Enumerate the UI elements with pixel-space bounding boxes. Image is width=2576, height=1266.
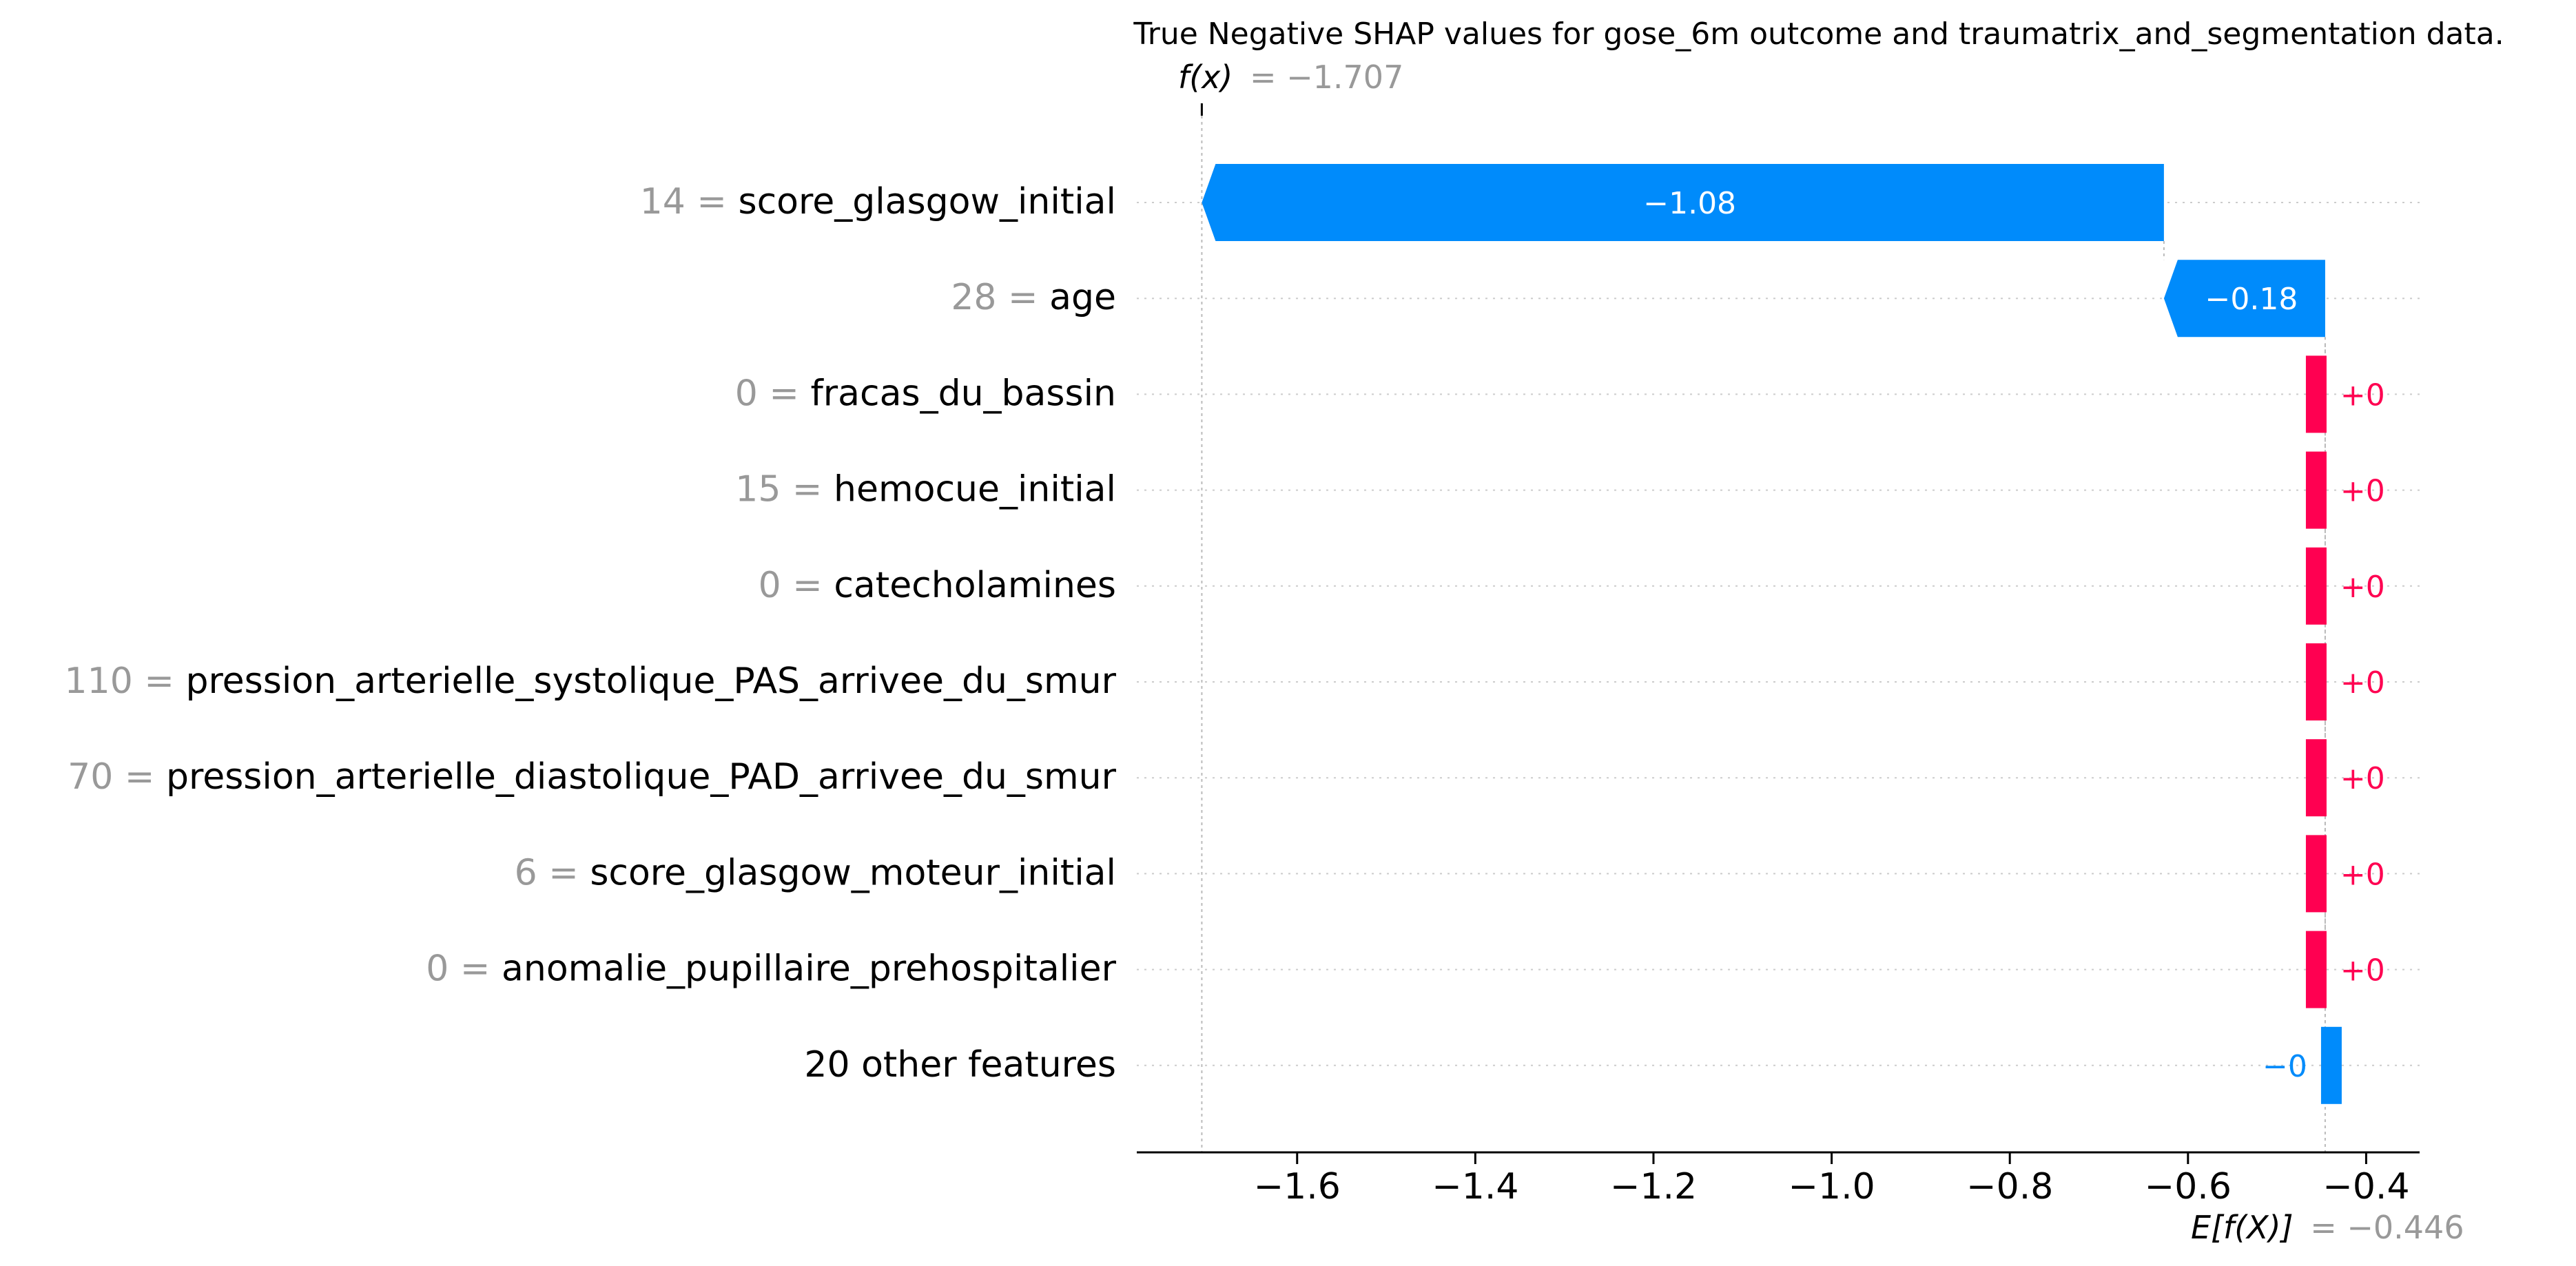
x-tick-label: −1.2 bbox=[1610, 1166, 1697, 1207]
ex-value: = −0.446 bbox=[2310, 1209, 2464, 1246]
feature-name: score_glasgow_initial bbox=[739, 181, 1117, 222]
feature-name: score_glasgow_moteur_initial bbox=[590, 852, 1116, 893]
bar-label: −0.18 bbox=[2205, 282, 2298, 317]
x-tick-label: −1.4 bbox=[1432, 1166, 1518, 1207]
feature-name: catecholamines bbox=[834, 565, 1116, 606]
x-tick-label: −0.8 bbox=[1966, 1166, 2053, 1207]
bar-score_glasgow_initial bbox=[1202, 164, 2164, 241]
feature-label: 20 other features bbox=[804, 1044, 1116, 1086]
feature-name: pression_arterielle_systolique_PAS_arriv… bbox=[185, 661, 1116, 702]
x-axis-ticks: −1.6 −1.4 −1.2 −1.0 −0.8 −0.6 −0.4 bbox=[1254, 1152, 2410, 1207]
feature-label: 0 = catecholamines bbox=[759, 565, 1116, 606]
bar-label: +0 bbox=[2340, 761, 2385, 796]
feature-label: 6 = score_glasgow_moteur_initial bbox=[515, 852, 1116, 893]
ex-label: E[f(X)] bbox=[2191, 1209, 2294, 1246]
fx-label: f(x) bbox=[1178, 59, 1233, 96]
bar-fracas_du_bassin bbox=[2305, 355, 2327, 433]
bar-pression_arterielle_systolique_PAS_arrivee_du_smur bbox=[2305, 643, 2327, 720]
feature-value: 0 = bbox=[759, 565, 834, 606]
feature-value: 0 = bbox=[426, 948, 502, 990]
feature-value: 70 = bbox=[68, 756, 166, 798]
feature-name: anomalie_pupillaire_prehospitalier bbox=[502, 948, 1117, 990]
chart-title: True Negative SHAP values for gose_6m ou… bbox=[1133, 17, 2504, 52]
bar-label: +0 bbox=[2340, 665, 2385, 701]
feature-name: 20 other features bbox=[804, 1044, 1116, 1086]
feature-label: 15 = hemocue_initial bbox=[735, 469, 1116, 510]
bar-hemocue_initial bbox=[2305, 451, 2327, 529]
feature-label: 110 = pression_arterielle_systolique_PAS… bbox=[65, 661, 1117, 702]
x-tick-label: −0.6 bbox=[2145, 1166, 2232, 1207]
bar-anomalie_pupillaire_prehospitalier bbox=[2305, 931, 2327, 1008]
bar-label: +0 bbox=[2340, 857, 2385, 892]
feature-value: 110 = bbox=[65, 661, 186, 702]
bar-score_glasgow_moteur_initial bbox=[2305, 835, 2327, 913]
bar-catecholamines bbox=[2305, 547, 2327, 625]
feature-value: 15 = bbox=[735, 469, 834, 510]
feature-name: age bbox=[1049, 277, 1116, 318]
reference-lines bbox=[1200, 103, 2326, 1152]
x-tick-label: −1.0 bbox=[1788, 1166, 1875, 1207]
bar-label: +0 bbox=[2340, 953, 2385, 988]
bar-label: −0 bbox=[2263, 1049, 2307, 1084]
feature-value: 28 = bbox=[951, 277, 1049, 318]
feature-value: 0 = bbox=[735, 373, 811, 414]
feature-value: 14 = bbox=[640, 181, 739, 222]
bar-label: +0 bbox=[2340, 377, 2385, 413]
feature-label: 70 = pression_arterielle_diastolique_PAD… bbox=[68, 756, 1116, 798]
x-tick-label: −1.6 bbox=[1254, 1166, 1341, 1207]
feature-value: 6 = bbox=[515, 852, 590, 893]
fx-annotation: f(x) = −1.707 bbox=[1178, 59, 1403, 96]
feature-name: pression_arterielle_diastolique_PAD_arri… bbox=[166, 756, 1117, 798]
bar-label: +0 bbox=[2340, 474, 2385, 509]
feature-name: hemocue_initial bbox=[834, 469, 1116, 510]
fx-value: = −1.707 bbox=[1250, 59, 1403, 96]
ex-annotation: E[f(X)] = −0.446 bbox=[2191, 1209, 2464, 1246]
bars: −1.08 −0.18 +0 +0 +0 +0 +0 +0 +0 −0 bbox=[1202, 164, 2385, 1104]
feature-labels: 14 = score_glasgow_initial 28 = age 0 = fr… bbox=[65, 181, 1117, 1086]
x-tick-label: −0.4 bbox=[2322, 1166, 2409, 1207]
feature-label: 0 = anomalie_pupillaire_prehospitalier bbox=[426, 948, 1116, 990]
feature-label: 28 = age bbox=[951, 277, 1116, 318]
bar-label: +0 bbox=[2340, 570, 2385, 605]
feature-label: 14 = score_glasgow_initial bbox=[640, 181, 1116, 222]
bar-20 other features bbox=[2320, 1026, 2342, 1104]
feature-label: 0 = fracas_du_bassin bbox=[735, 373, 1116, 414]
feature-name: fracas_du_bassin bbox=[810, 373, 1116, 414]
bar-age bbox=[2163, 260, 2325, 338]
bar-label: −1.08 bbox=[1643, 186, 1736, 221]
bar-pression_arterielle_diastolique_PAD_arrivee_du_smur bbox=[2305, 739, 2327, 817]
